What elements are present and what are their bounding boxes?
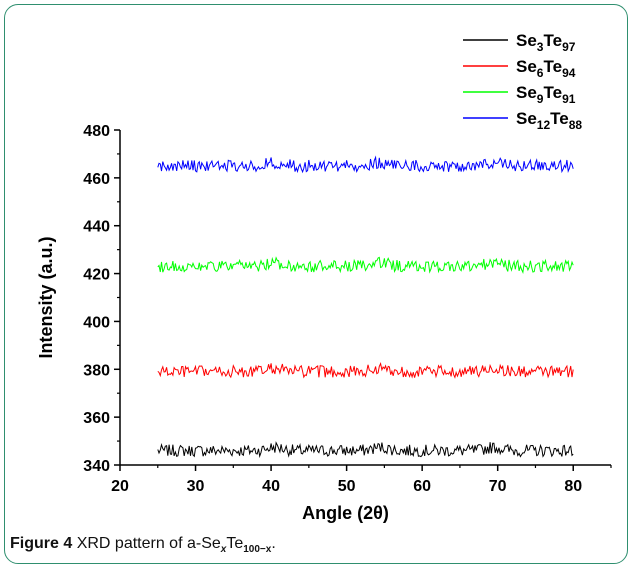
- y-tick-label: 400: [83, 314, 110, 331]
- axes-layer: 20 30 40 50 60 70 80 340 360 380 400 420 440 460 480 An…: [36, 123, 612, 523]
- x-tick-label: 20: [111, 478, 129, 495]
- series-line-Se9Te91: [157, 256, 574, 275]
- caption-sub-rest: 100−x: [243, 544, 272, 556]
- x-tick-label: 80: [564, 478, 582, 495]
- legend-label-Se12Te88: Se12Te88: [516, 109, 582, 132]
- x-tick-label: 50: [338, 478, 356, 495]
- figure-caption: Figure 4 XRD pattern of a-SexTe100−x.: [10, 535, 276, 555]
- series-line-Se3Te97: [157, 441, 574, 459]
- xrd-chart: 20 30 40 50 60 70 80 340 360 380 400 420 440 460 480 An…: [36, 31, 612, 523]
- caption-te: Te: [226, 535, 244, 552]
- y-tick-label: 420: [83, 267, 110, 284]
- x-tick-label: 40: [262, 478, 280, 495]
- legend-label-Se9Te91: Se9Te91: [516, 83, 576, 106]
- y-tick-label: 440: [83, 219, 110, 236]
- caption-end: .: [271, 535, 276, 552]
- y-tick-label: 480: [83, 123, 110, 140]
- figure-label: Figure 4: [10, 535, 73, 552]
- series-layer: [157, 155, 574, 459]
- y-tick-label: 360: [83, 410, 110, 427]
- x-tick-label: 30: [187, 478, 205, 495]
- caption-text: XRD pattern of a-Se: [76, 535, 221, 552]
- y-axis-label: Intensity (a.u.): [36, 236, 56, 358]
- y-tick-label: 460: [83, 171, 110, 188]
- x-tick-label: 70: [489, 478, 507, 495]
- legend-label-Se6Te94: Se6Te94: [516, 57, 576, 80]
- y-tick-label: 340: [83, 458, 110, 475]
- y-tick-label: 380: [83, 362, 110, 379]
- series-line-Se12Te88: [157, 155, 574, 174]
- x-tick-label: 60: [413, 478, 431, 495]
- caption-sub-x: x: [220, 544, 227, 556]
- figure-frame: [4, 4, 628, 564]
- x-axis-label: Angle (2θ): [302, 503, 389, 523]
- series-line-Se6Te94: [157, 362, 574, 379]
- legend-layer: Se3Te97 Se6Te94 Se9Te91 Se12Te88: [463, 31, 582, 132]
- legend-label-Se3Te97: Se3Te97: [516, 31, 576, 54]
